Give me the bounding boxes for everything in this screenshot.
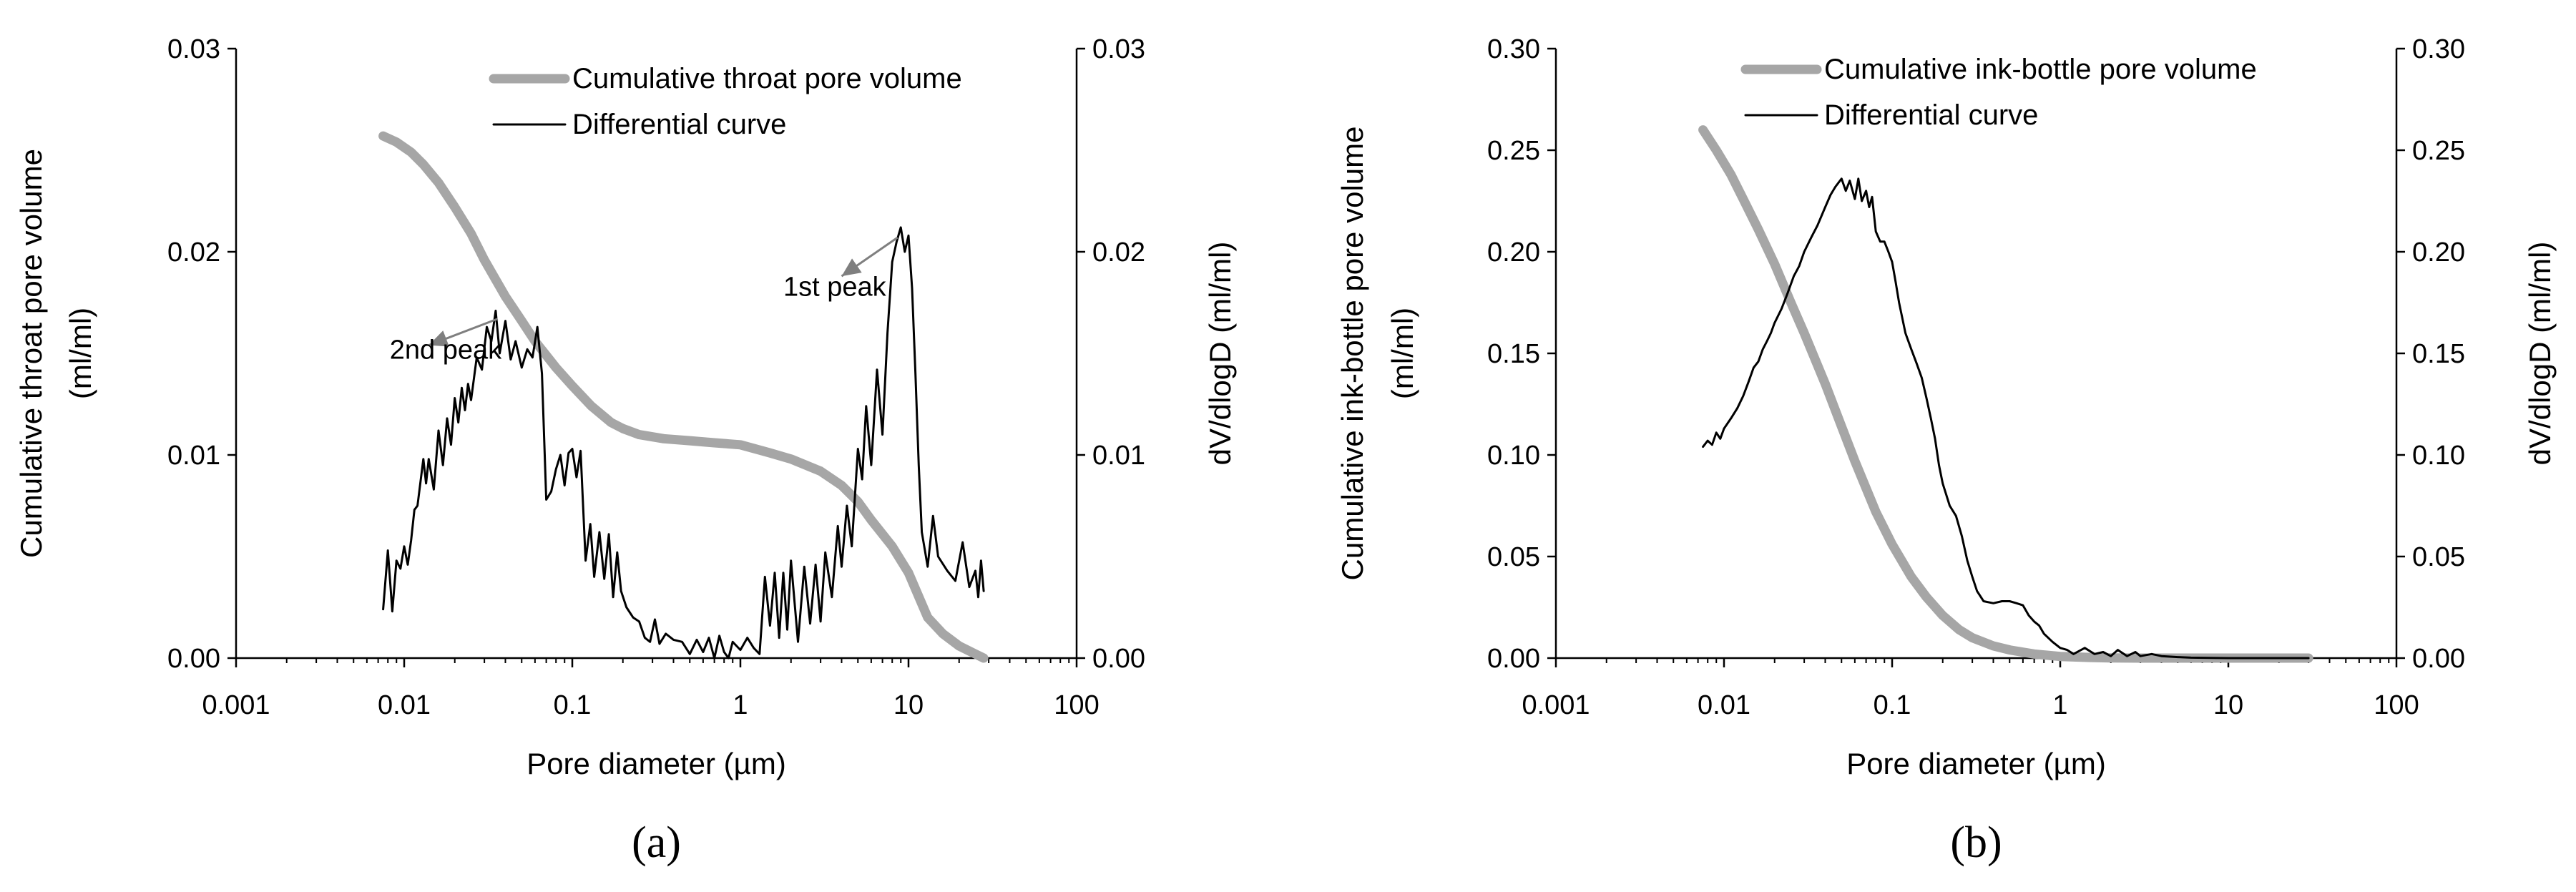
- y-tick-label-right: 0.25: [2412, 136, 2465, 166]
- differential-curve-line: [1702, 177, 2310, 660]
- cumulative-volume-line: [378, 131, 989, 663]
- annotation-label: 1st peak: [783, 272, 887, 302]
- y-axis-title-line1: Cumulative throat pore volume: [14, 149, 48, 558]
- legend-label: Differential curve: [1824, 99, 2038, 131]
- annotation-arrow-head: [428, 330, 449, 347]
- y-tick-label-left: 0.00: [1487, 644, 1540, 674]
- y2-axis-title: dV/dlogD (ml/ml): [2523, 242, 2557, 466]
- legend-label: Cumulative throat pore volume: [572, 63, 962, 94]
- differential-curve-line: [382, 226, 985, 660]
- x-tick-label: 10: [893, 690, 924, 720]
- x-axis-title: Pore diameter (µm): [1846, 747, 2106, 780]
- legend-label: Cumulative ink-bottle pore volume: [1824, 54, 2257, 85]
- x-tick-label: 10: [2213, 690, 2243, 720]
- x-tick-label: 0.1: [554, 690, 592, 720]
- x-axis-title: Pore diameter (µm): [527, 747, 786, 780]
- y-tick-label-left: 0.20: [1487, 237, 1540, 268]
- x-tick-label: 100: [2374, 690, 2419, 720]
- panel-a: 0.00 0.00 0.01 0.01 0.02 0.02 0.03 0.03 0.001 0.0…: [14, 34, 1237, 867]
- y-tick-label-right: 0.01: [1092, 441, 1145, 471]
- cumulative-volume-line: [1698, 125, 2313, 663]
- x-tick-label: 0.001: [202, 690, 270, 720]
- x-tick-label: 0.1: [1874, 690, 1911, 720]
- y-tick-label-left: 0.15: [1487, 339, 1540, 369]
- y-tick-label-left: 0.00: [167, 644, 220, 674]
- x-tick-label: 1: [2052, 690, 2067, 720]
- y-tick-label-right: 0.10: [2412, 441, 2465, 471]
- y-tick-label-left: 0.03: [167, 34, 220, 64]
- y-tick-label-left: 0.02: [167, 237, 220, 268]
- y-tick-label-right: 0.05: [2412, 542, 2465, 572]
- y-tick-label-right: 0.20: [2412, 237, 2465, 268]
- y-tick-label-left: 0.30: [1487, 34, 1540, 64]
- y-tick-label-left: 0.25: [1487, 136, 1540, 166]
- y-tick-label-left: 0.01: [167, 441, 220, 471]
- x-tick-label: 0.01: [378, 690, 431, 720]
- y-tick-label-right: 0.02: [1092, 237, 1145, 268]
- panel-label: (a): [632, 818, 681, 867]
- y-tick-label-left: 0.10: [1487, 441, 1540, 471]
- y-tick-label-right: 0.30: [2412, 34, 2465, 64]
- y-tick-label-left: 0.05: [1487, 542, 1540, 572]
- x-tick-label: 0.001: [1522, 690, 1590, 720]
- legend-label: Differential curve: [572, 109, 786, 140]
- y-tick-label-right: 0.15: [2412, 339, 2465, 369]
- annotation-label: 2nd peak: [390, 335, 502, 365]
- y-axis-title-line1: Cumulative ink-bottle pore volume: [1336, 127, 1369, 581]
- y-tick-label-right: 0.00: [1092, 644, 1145, 674]
- panel-b: 0.00 0.00 0.05 0.05 0.10 0.10 0.15 0.15 0.20 0.20…: [1336, 34, 2557, 867]
- panel-label: (b): [1950, 818, 2002, 867]
- y-tick-label-right: 0.03: [1092, 34, 1145, 64]
- y-axis-title-line2: (ml/ml): [64, 308, 97, 399]
- y-axis-title-line2: (ml/ml): [1386, 308, 1419, 399]
- x-tick-label: 0.01: [1698, 690, 1750, 720]
- x-tick-label: 100: [1054, 690, 1099, 720]
- annotation-arrow-head: [841, 258, 862, 277]
- x-tick-label: 1: [733, 690, 748, 720]
- y2-axis-title: dV/dlogD (ml/ml): [1203, 242, 1237, 466]
- y-tick-label-right: 0.00: [2412, 644, 2465, 674]
